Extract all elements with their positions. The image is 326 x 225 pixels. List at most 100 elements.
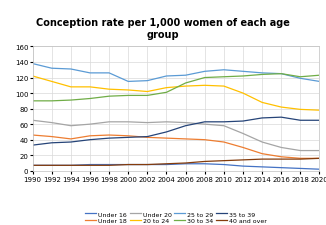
Under 20 (260, 141, 264, 144)
Under 16 (88, 163, 92, 166)
Under 20 (184, 122, 187, 124)
Under 20 (318, 150, 321, 152)
Under 16 (241, 165, 245, 168)
Under 18 (165, 137, 169, 140)
35 to 39 (31, 144, 35, 147)
25 to 29 (145, 80, 149, 83)
Under 16 (298, 167, 302, 170)
Under 18 (107, 134, 111, 137)
Text: Conception rate per 1,000 women of each age
group: Conception rate per 1,000 women of each … (36, 18, 290, 40)
Line: 40 and over: 40 and over (33, 159, 319, 166)
30 to 34 (184, 82, 187, 85)
30 to 34 (31, 100, 35, 103)
25 to 29 (298, 78, 302, 80)
Under 18 (31, 134, 35, 137)
Under 18 (50, 136, 54, 138)
40 and over (184, 162, 187, 165)
Under 20 (69, 125, 73, 128)
Under 16 (260, 166, 264, 169)
20 to 24 (165, 87, 169, 90)
30 to 34 (279, 73, 283, 76)
25 to 29 (279, 73, 283, 76)
40 and over (241, 159, 245, 162)
Under 16 (69, 164, 73, 167)
Under 18 (203, 139, 207, 141)
30 to 34 (241, 75, 245, 78)
40 and over (165, 163, 169, 165)
25 to 29 (50, 68, 54, 70)
40 and over (203, 160, 207, 163)
30 to 34 (203, 77, 207, 79)
40 and over (107, 164, 111, 167)
25 to 29 (126, 81, 130, 83)
Under 20 (165, 121, 169, 124)
Under 20 (126, 121, 130, 124)
20 to 24 (184, 85, 187, 88)
25 to 29 (165, 75, 169, 78)
35 to 39 (107, 137, 111, 140)
Under 20 (279, 146, 283, 149)
20 to 24 (107, 88, 111, 91)
Under 20 (203, 123, 207, 126)
25 to 29 (88, 72, 92, 75)
Under 18 (88, 135, 92, 137)
Under 16 (31, 164, 35, 167)
35 to 39 (69, 141, 73, 144)
Under 18 (279, 156, 283, 158)
20 to 24 (203, 85, 207, 87)
35 to 39 (260, 117, 264, 120)
20 to 24 (318, 109, 321, 112)
40 and over (69, 164, 73, 167)
30 to 34 (260, 74, 264, 76)
35 to 39 (50, 142, 54, 144)
35 to 39 (184, 125, 187, 128)
20 to 24 (279, 106, 283, 109)
Under 18 (241, 146, 245, 149)
35 to 39 (241, 120, 245, 123)
Line: 20 to 24: 20 to 24 (33, 77, 319, 111)
Under 18 (69, 138, 73, 141)
Under 16 (107, 163, 111, 166)
40 and over (88, 164, 92, 167)
Under 18 (298, 157, 302, 160)
Under 16 (184, 163, 187, 165)
Under 20 (298, 150, 302, 152)
Under 18 (222, 141, 226, 144)
Under 16 (165, 163, 169, 166)
40 and over (279, 158, 283, 161)
20 to 24 (222, 85, 226, 88)
40 and over (145, 163, 149, 166)
20 to 24 (298, 108, 302, 111)
20 to 24 (145, 91, 149, 93)
30 to 34 (126, 95, 130, 97)
25 to 29 (318, 81, 321, 83)
25 to 29 (184, 74, 187, 77)
Line: 25 to 29: 25 to 29 (33, 64, 319, 82)
40 and over (260, 158, 264, 161)
35 to 39 (126, 136, 130, 139)
40 and over (50, 164, 54, 167)
35 to 39 (318, 119, 321, 122)
30 to 34 (107, 95, 111, 98)
Under 20 (222, 125, 226, 128)
30 to 34 (222, 76, 226, 79)
30 to 34 (88, 98, 92, 100)
Under 20 (241, 133, 245, 135)
Under 18 (260, 153, 264, 155)
Under 16 (126, 163, 130, 166)
25 to 29 (31, 63, 35, 66)
Line: 30 to 34: 30 to 34 (33, 74, 319, 101)
30 to 34 (298, 76, 302, 79)
35 to 39 (88, 139, 92, 141)
Under 16 (279, 166, 283, 169)
Under 18 (145, 136, 149, 139)
30 to 34 (145, 95, 149, 97)
35 to 39 (222, 121, 226, 124)
Under 16 (318, 168, 321, 171)
Legend: Under 16, Under 18, Under 20, 20 to 24, 25 to 29, 30 to 34, 35 to 39, 40 and ove: Under 16, Under 18, Under 20, 20 to 24, … (85, 211, 267, 223)
Under 20 (145, 122, 149, 124)
20 to 24 (126, 89, 130, 92)
25 to 29 (203, 71, 207, 73)
Under 18 (184, 138, 187, 141)
20 to 24 (241, 92, 245, 95)
